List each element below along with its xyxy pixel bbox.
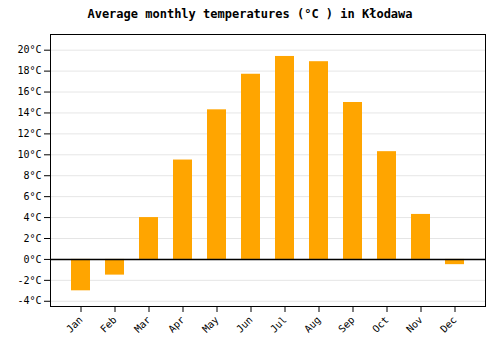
svg-text:Nov: Nov bbox=[404, 314, 425, 335]
svg-text:Feb: Feb bbox=[98, 314, 119, 335]
svg-text:10°C: 10°C bbox=[17, 149, 41, 160]
svg-text:12°C: 12°C bbox=[17, 128, 41, 139]
svg-text:6°C: 6°C bbox=[23, 191, 41, 202]
svg-text:Jun: Jun bbox=[234, 314, 255, 335]
svg-text:4°C: 4°C bbox=[23, 212, 41, 223]
html-text:Average monthly temperatures (: Average monthly temperatures (°C ) in Kł… bbox=[87, 7, 413, 21]
svg-text:-2°C: -2°C bbox=[17, 275, 41, 286]
svg-text:Jan: Jan bbox=[64, 314, 85, 335]
svg-text:8°C: 8°C bbox=[23, 170, 41, 181]
svg-text:Apr: Apr bbox=[166, 314, 187, 335]
svg-text:Jul: Jul bbox=[268, 314, 289, 335]
svg-text:Oct: Oct bbox=[370, 314, 391, 335]
svg-text:18°C: 18°C bbox=[17, 65, 41, 76]
svg-text:16°C: 16°C bbox=[17, 86, 41, 97]
svg-text:20°C: 20°C bbox=[17, 44, 41, 55]
svg-text:2°C: 2°C bbox=[23, 233, 41, 244]
svg-text:Aug: Aug bbox=[302, 314, 323, 335]
svg-text:14°C: 14°C bbox=[17, 107, 41, 118]
svg-text:-4°C: -4°C bbox=[17, 295, 41, 306]
svg-text:Dec: Dec bbox=[438, 314, 459, 335]
svg-text:Sep: Sep bbox=[336, 314, 357, 335]
svg-text:Mar: Mar bbox=[132, 314, 153, 335]
svg-text:May: May bbox=[200, 314, 221, 335]
svg-text:0°C: 0°C bbox=[23, 254, 41, 265]
